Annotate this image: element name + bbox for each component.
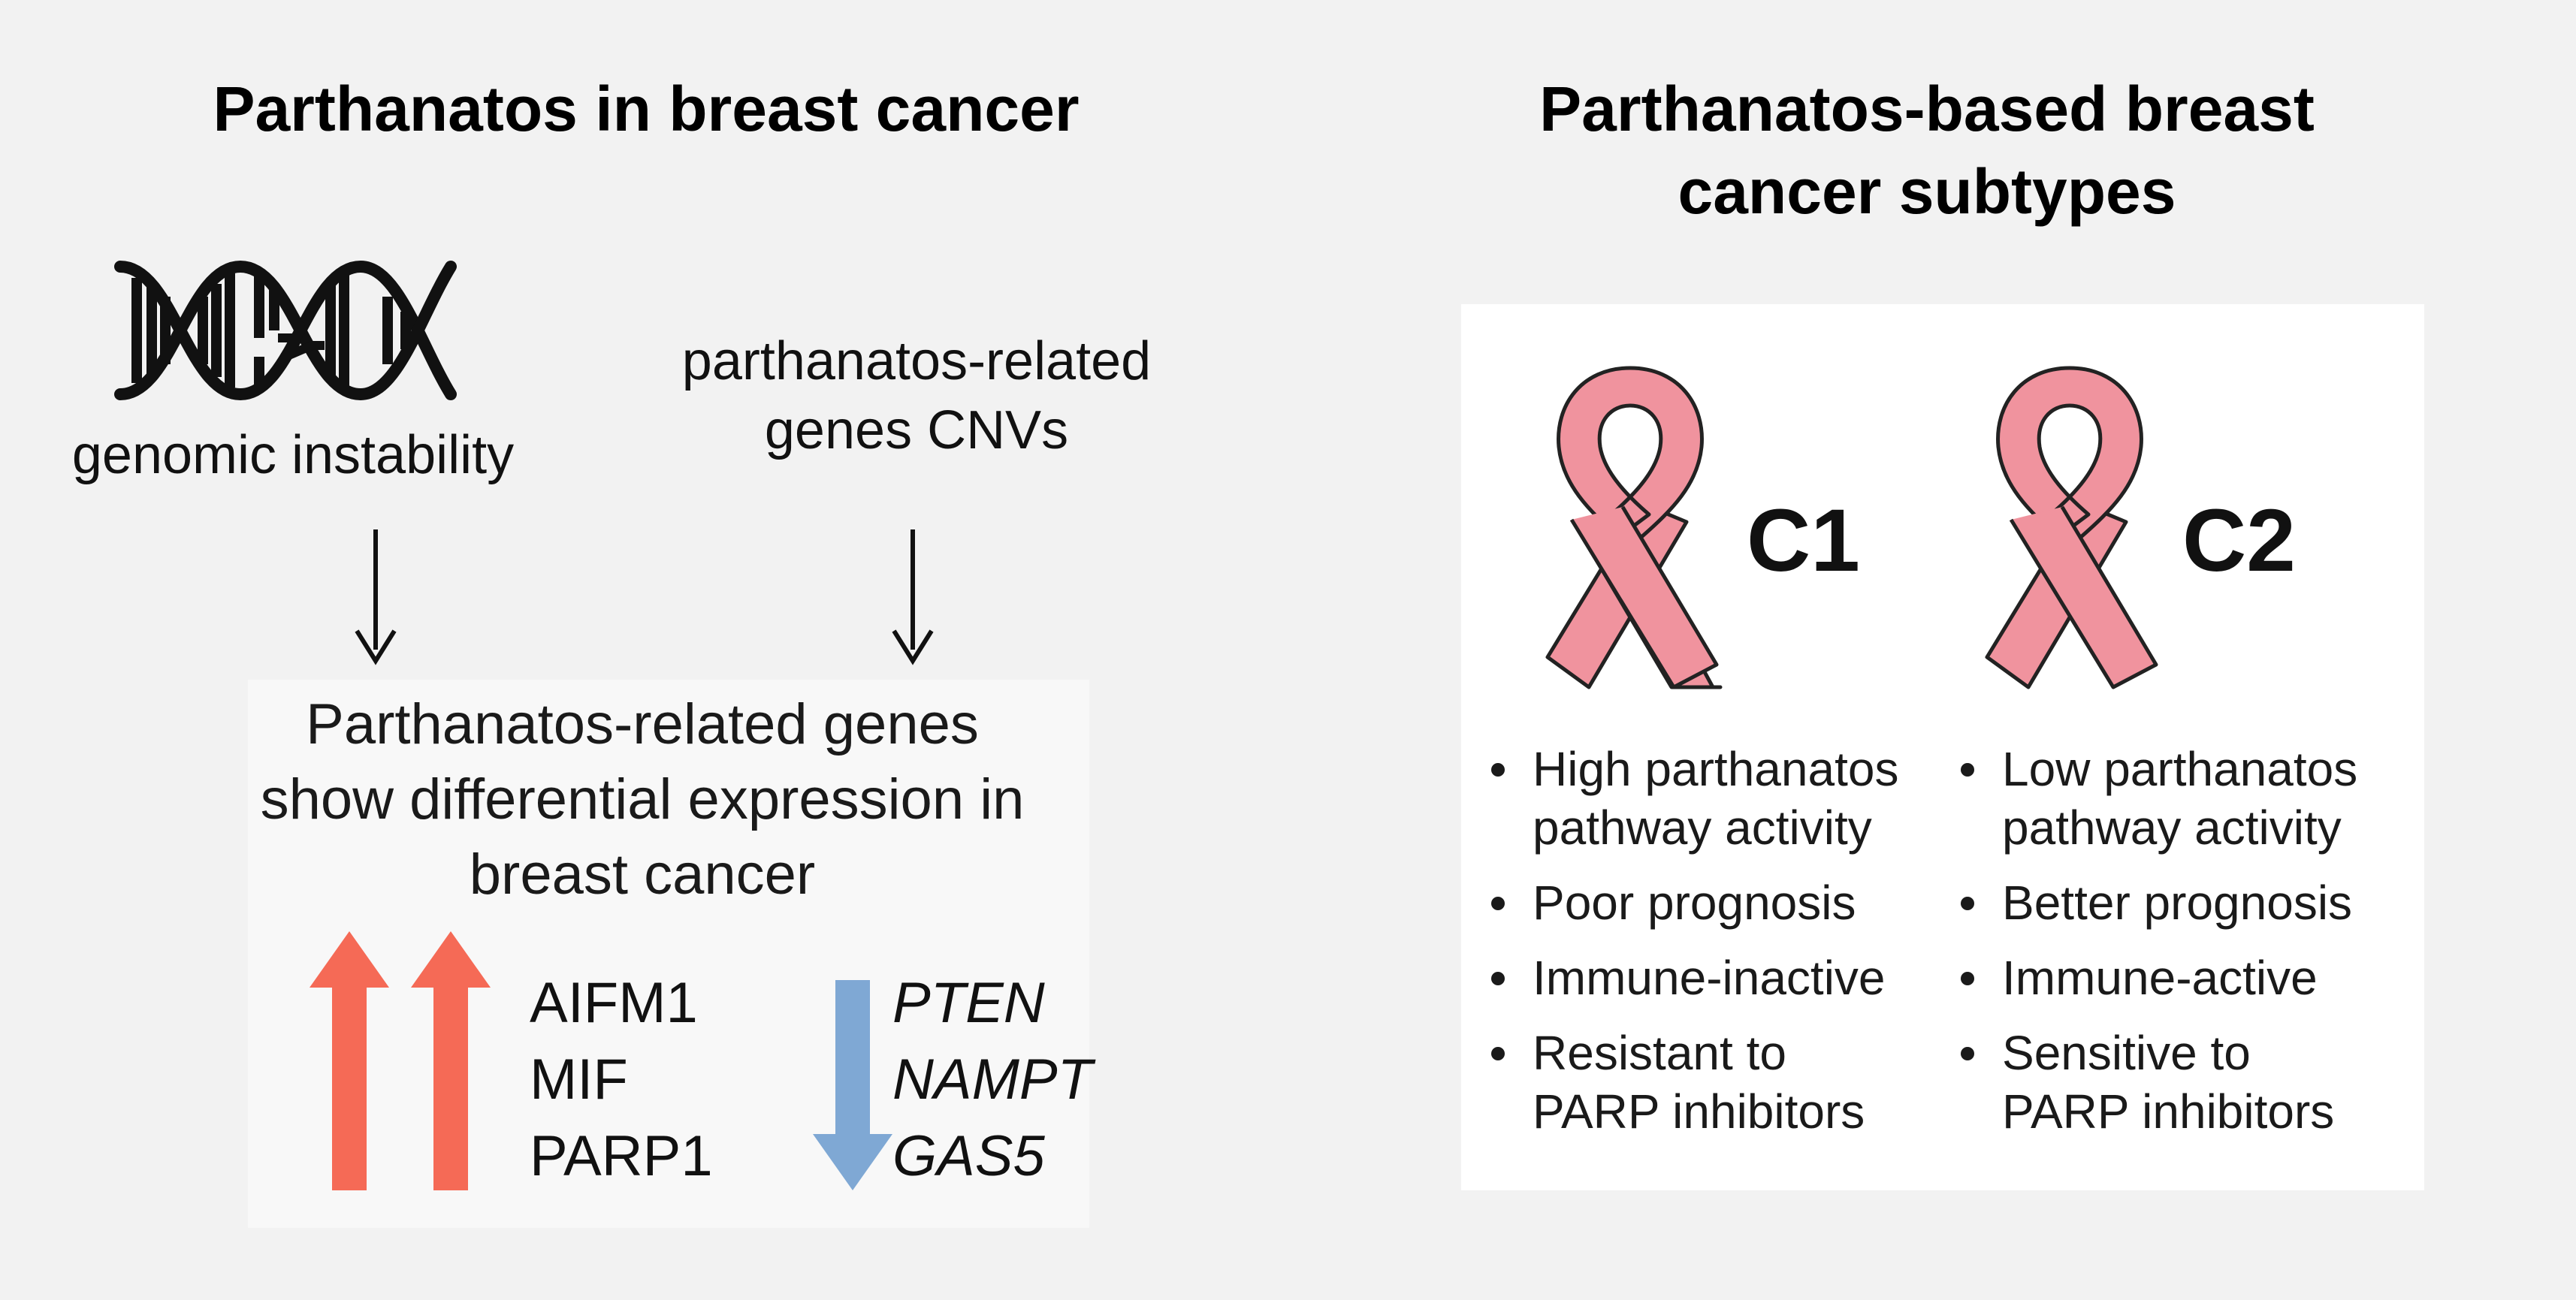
subtype-c2-label: C2 <box>2182 491 2296 590</box>
pink-ribbon-icon <box>1985 366 2158 689</box>
feature-bullet: Poor prognosis <box>1484 873 1949 932</box>
subtypes-panel <box>1461 304 2424 1190</box>
gene-label: MIF <box>530 1048 628 1111</box>
feature-line: PARP inhibitors <box>1533 1084 1865 1139</box>
subtype-c1-features: High parthanatos pathway activity Poor p… <box>1484 740 1949 1157</box>
cnv-label-line: genes CNVs <box>764 400 1069 460</box>
feature-line: Resistant to <box>1533 1026 1786 1080</box>
feature-line: pathway activity <box>2002 801 2342 855</box>
feature-bullet: Low parthanatos pathway activity <box>1953 740 2419 857</box>
right-panel-title-line: cancer subtypes <box>1678 156 2176 227</box>
downregulated-genes: PTEN NAMPT GAS5 <box>892 965 1092 1195</box>
expression-summary-line: show differential expression <box>260 768 965 831</box>
expression-summary-line: in breast cancer <box>469 768 1025 906</box>
upregulated-arrow-icon <box>310 931 389 1190</box>
gene-label: PARP1 <box>530 1124 713 1188</box>
feature-line: PARP inhibitors <box>2002 1084 2335 1139</box>
gene-label: NAMPT <box>892 1048 1092 1111</box>
gene-label: AIFM1 <box>530 971 698 1035</box>
feature-bullet: Resistant to PARP inhibitors <box>1484 1024 1949 1141</box>
down-arrow-right <box>892 529 934 665</box>
downregulated-arrow-icon <box>813 980 892 1190</box>
upregulated-arrow-icon <box>411 931 491 1190</box>
expression-summary: Parthanatos-related genes show different… <box>248 687 1037 912</box>
expression-summary-line: Parthanatos-related genes <box>306 692 979 756</box>
feature-bullet: Sensitive to PARP inhibitors <box>1953 1024 2419 1141</box>
feature-line: High parthanatos <box>1533 742 1899 796</box>
feature-bullet: High parthanatos pathway activity <box>1484 740 1949 857</box>
gene-label: GAS5 <box>892 1124 1045 1188</box>
left-panel-title: Parthanatos in breast cancer <box>213 74 1080 144</box>
expression-box <box>248 680 1089 1228</box>
genomic-instability-label: genomic instability <box>71 425 515 485</box>
feature-line: Poor prognosis <box>1533 876 1856 930</box>
feature-line: Better prognosis <box>2002 876 2353 930</box>
dna-helix-icon <box>114 260 457 401</box>
right-panel-title-line: Parthanatos-based breast <box>1539 74 2315 144</box>
feature-line: Sensitive to <box>2002 1026 2251 1080</box>
down-arrow-left <box>355 529 397 665</box>
gene-label: PTEN <box>892 971 1045 1035</box>
feature-bullet: Immune-inactive <box>1484 949 1949 1007</box>
feature-bullet: Better prognosis <box>1953 873 2419 932</box>
subtype-c1-label: C1 <box>1747 491 1860 590</box>
feature-line: Low parthanatos <box>2002 742 2358 796</box>
feature-line: Immune-inactive <box>1533 951 1886 1005</box>
feature-line: pathway activity <box>1533 801 1872 855</box>
upregulated-genes: AIFM1 MIF PARP1 <box>530 965 713 1195</box>
cnv-label: parthanatos-related genes CNVs <box>631 327 1202 465</box>
feature-line: Immune-active <box>2002 951 2318 1005</box>
feature-bullet: Immune-active <box>1953 949 2419 1007</box>
pink-ribbon-icon <box>1545 366 1723 689</box>
right-panel-title: Parthanatos-based breast cancer subtypes <box>1352 68 2502 233</box>
subtype-c2-features: Low parthanatos pathway activity Better … <box>1953 740 2419 1157</box>
cnv-label-line: parthanatos-related <box>681 331 1152 391</box>
